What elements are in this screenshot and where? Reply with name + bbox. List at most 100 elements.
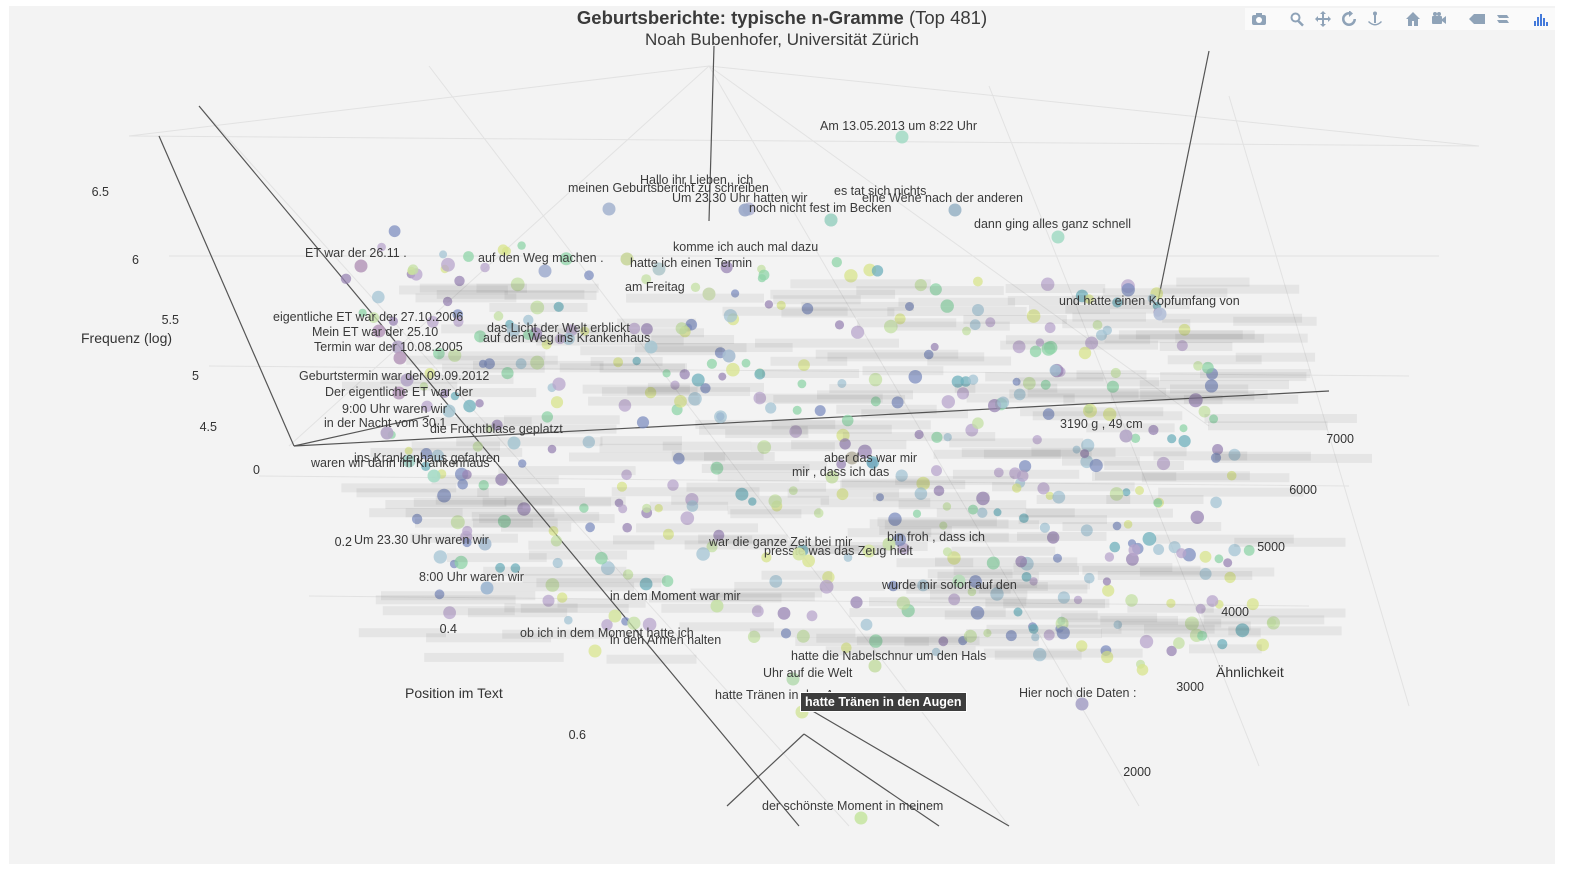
data-point	[510, 277, 525, 292]
data-point	[1072, 445, 1081, 454]
modebar	[1245, 8, 1555, 30]
data-point	[1052, 490, 1066, 504]
label-haze-bar	[935, 557, 1078, 567]
data-point	[662, 369, 671, 378]
data-point	[1148, 424, 1159, 436]
label-haze-bar	[1155, 534, 1294, 544]
label-haze-bar	[1062, 319, 1191, 329]
label-haze-bar	[1139, 567, 1275, 577]
label-haze-bar	[1018, 377, 1159, 387]
data-point	[1051, 230, 1065, 244]
label-haze-bar	[599, 443, 682, 453]
point-label: hatte ich einen Termin	[630, 256, 752, 270]
data-point	[670, 380, 680, 390]
label-haze-bar	[342, 381, 458, 391]
label-haze-bar	[1061, 613, 1158, 623]
data-point	[908, 370, 923, 384]
data-point	[836, 488, 849, 501]
data-point	[747, 630, 761, 643]
data-point	[691, 373, 705, 387]
data-point	[983, 629, 992, 638]
orbit-rotation-icon[interactable]	[1339, 9, 1359, 29]
data-point	[1224, 571, 1236, 584]
data-point	[710, 461, 724, 475]
point-label: das Licht der Welt erblickt	[487, 321, 630, 335]
data-point	[896, 596, 910, 610]
data-point	[753, 391, 767, 405]
data-point	[940, 299, 954, 313]
y-tick-label: 3000	[1176, 680, 1204, 694]
label-haze-bar	[456, 437, 603, 447]
label-haze-bar	[1018, 515, 1107, 525]
point-label: Hallo ihr Lieben , ich	[640, 173, 753, 187]
data-point	[579, 503, 589, 513]
label-haze-bar	[358, 628, 446, 638]
label-haze-bar	[1215, 451, 1311, 461]
data-point	[462, 469, 472, 480]
home-icon[interactable]	[1403, 9, 1423, 29]
plotly-logo-icon[interactable]	[1531, 9, 1551, 29]
label-haze-bar	[559, 363, 687, 373]
label-haze-bar	[966, 629, 1102, 639]
data-point	[622, 522, 632, 533]
data-point	[1012, 483, 1022, 493]
data-point	[1176, 340, 1188, 352]
data-point	[517, 241, 526, 250]
label-haze-bar	[498, 466, 636, 476]
data-point	[1013, 388, 1026, 401]
data-point	[421, 461, 431, 471]
compare-tags-icon[interactable]	[1493, 9, 1513, 29]
data-point	[1126, 552, 1139, 566]
data-point	[1153, 498, 1163, 508]
data-point	[824, 213, 838, 227]
label-haze-bar	[761, 570, 833, 580]
label-haze-bar	[898, 297, 1016, 307]
plot-area[interactable]: 4.5 5 5.5 6 6.5 0 0.2 0.4 0.6 2000 3000 4000 5000 600…	[9, 6, 1555, 864]
data-point	[914, 487, 928, 501]
camera-icon[interactable]	[1249, 9, 1269, 29]
video-camera-icon[interactable]	[1429, 9, 1449, 29]
data-point	[780, 628, 792, 639]
data-point	[972, 417, 984, 430]
label-haze-bar	[479, 514, 615, 524]
label-haze-bar	[825, 646, 976, 656]
point-label: dann ging alles ganz schnell	[974, 217, 1131, 231]
label-haze-bar	[817, 390, 913, 400]
data-point	[547, 444, 557, 454]
data-point	[580, 326, 590, 336]
data-point	[951, 375, 964, 388]
tag-icon[interactable]	[1467, 9, 1487, 29]
label-haze-bar	[1072, 312, 1146, 322]
turntable-rotation-icon[interactable]	[1365, 9, 1385, 29]
label-haze-bar	[856, 636, 980, 646]
label-haze-bar	[954, 383, 1058, 393]
data-point	[661, 575, 674, 587]
label-haze-bar	[773, 295, 861, 305]
data-point	[636, 416, 650, 429]
zoom-icon[interactable]	[1287, 9, 1307, 29]
data-point	[1195, 603, 1206, 614]
data-point	[1167, 434, 1177, 444]
data-point	[404, 446, 413, 455]
data-point	[454, 555, 468, 570]
label-haze-bar	[536, 336, 684, 346]
label-haze-bar	[1082, 565, 1201, 575]
data-point	[905, 302, 914, 311]
label-haze-bar	[411, 441, 500, 451]
label-haze-bar	[1158, 487, 1304, 497]
pan-icon[interactable]	[1313, 9, 1333, 29]
label-haze-bar	[1203, 615, 1325, 625]
data-point	[1267, 618, 1277, 627]
label-haze-bar	[1013, 563, 1173, 572]
data-point	[642, 617, 657, 632]
data-point	[1041, 342, 1056, 356]
scatter3d-scene[interactable]: 4.5 5 5.5 6 6.5 0 0.2 0.4 0.6 2000 3000 4000 5000 600…	[9, 6, 1555, 864]
label-haze-bar	[963, 315, 1067, 324]
label-haze-bar	[483, 566, 627, 576]
label-haze-bar	[1025, 508, 1173, 518]
label-haze-bar	[972, 533, 1058, 543]
label-haze-bar	[599, 363, 685, 373]
data-point	[726, 362, 740, 377]
data-point	[564, 615, 573, 625]
label-haze-bar	[1062, 456, 1140, 466]
